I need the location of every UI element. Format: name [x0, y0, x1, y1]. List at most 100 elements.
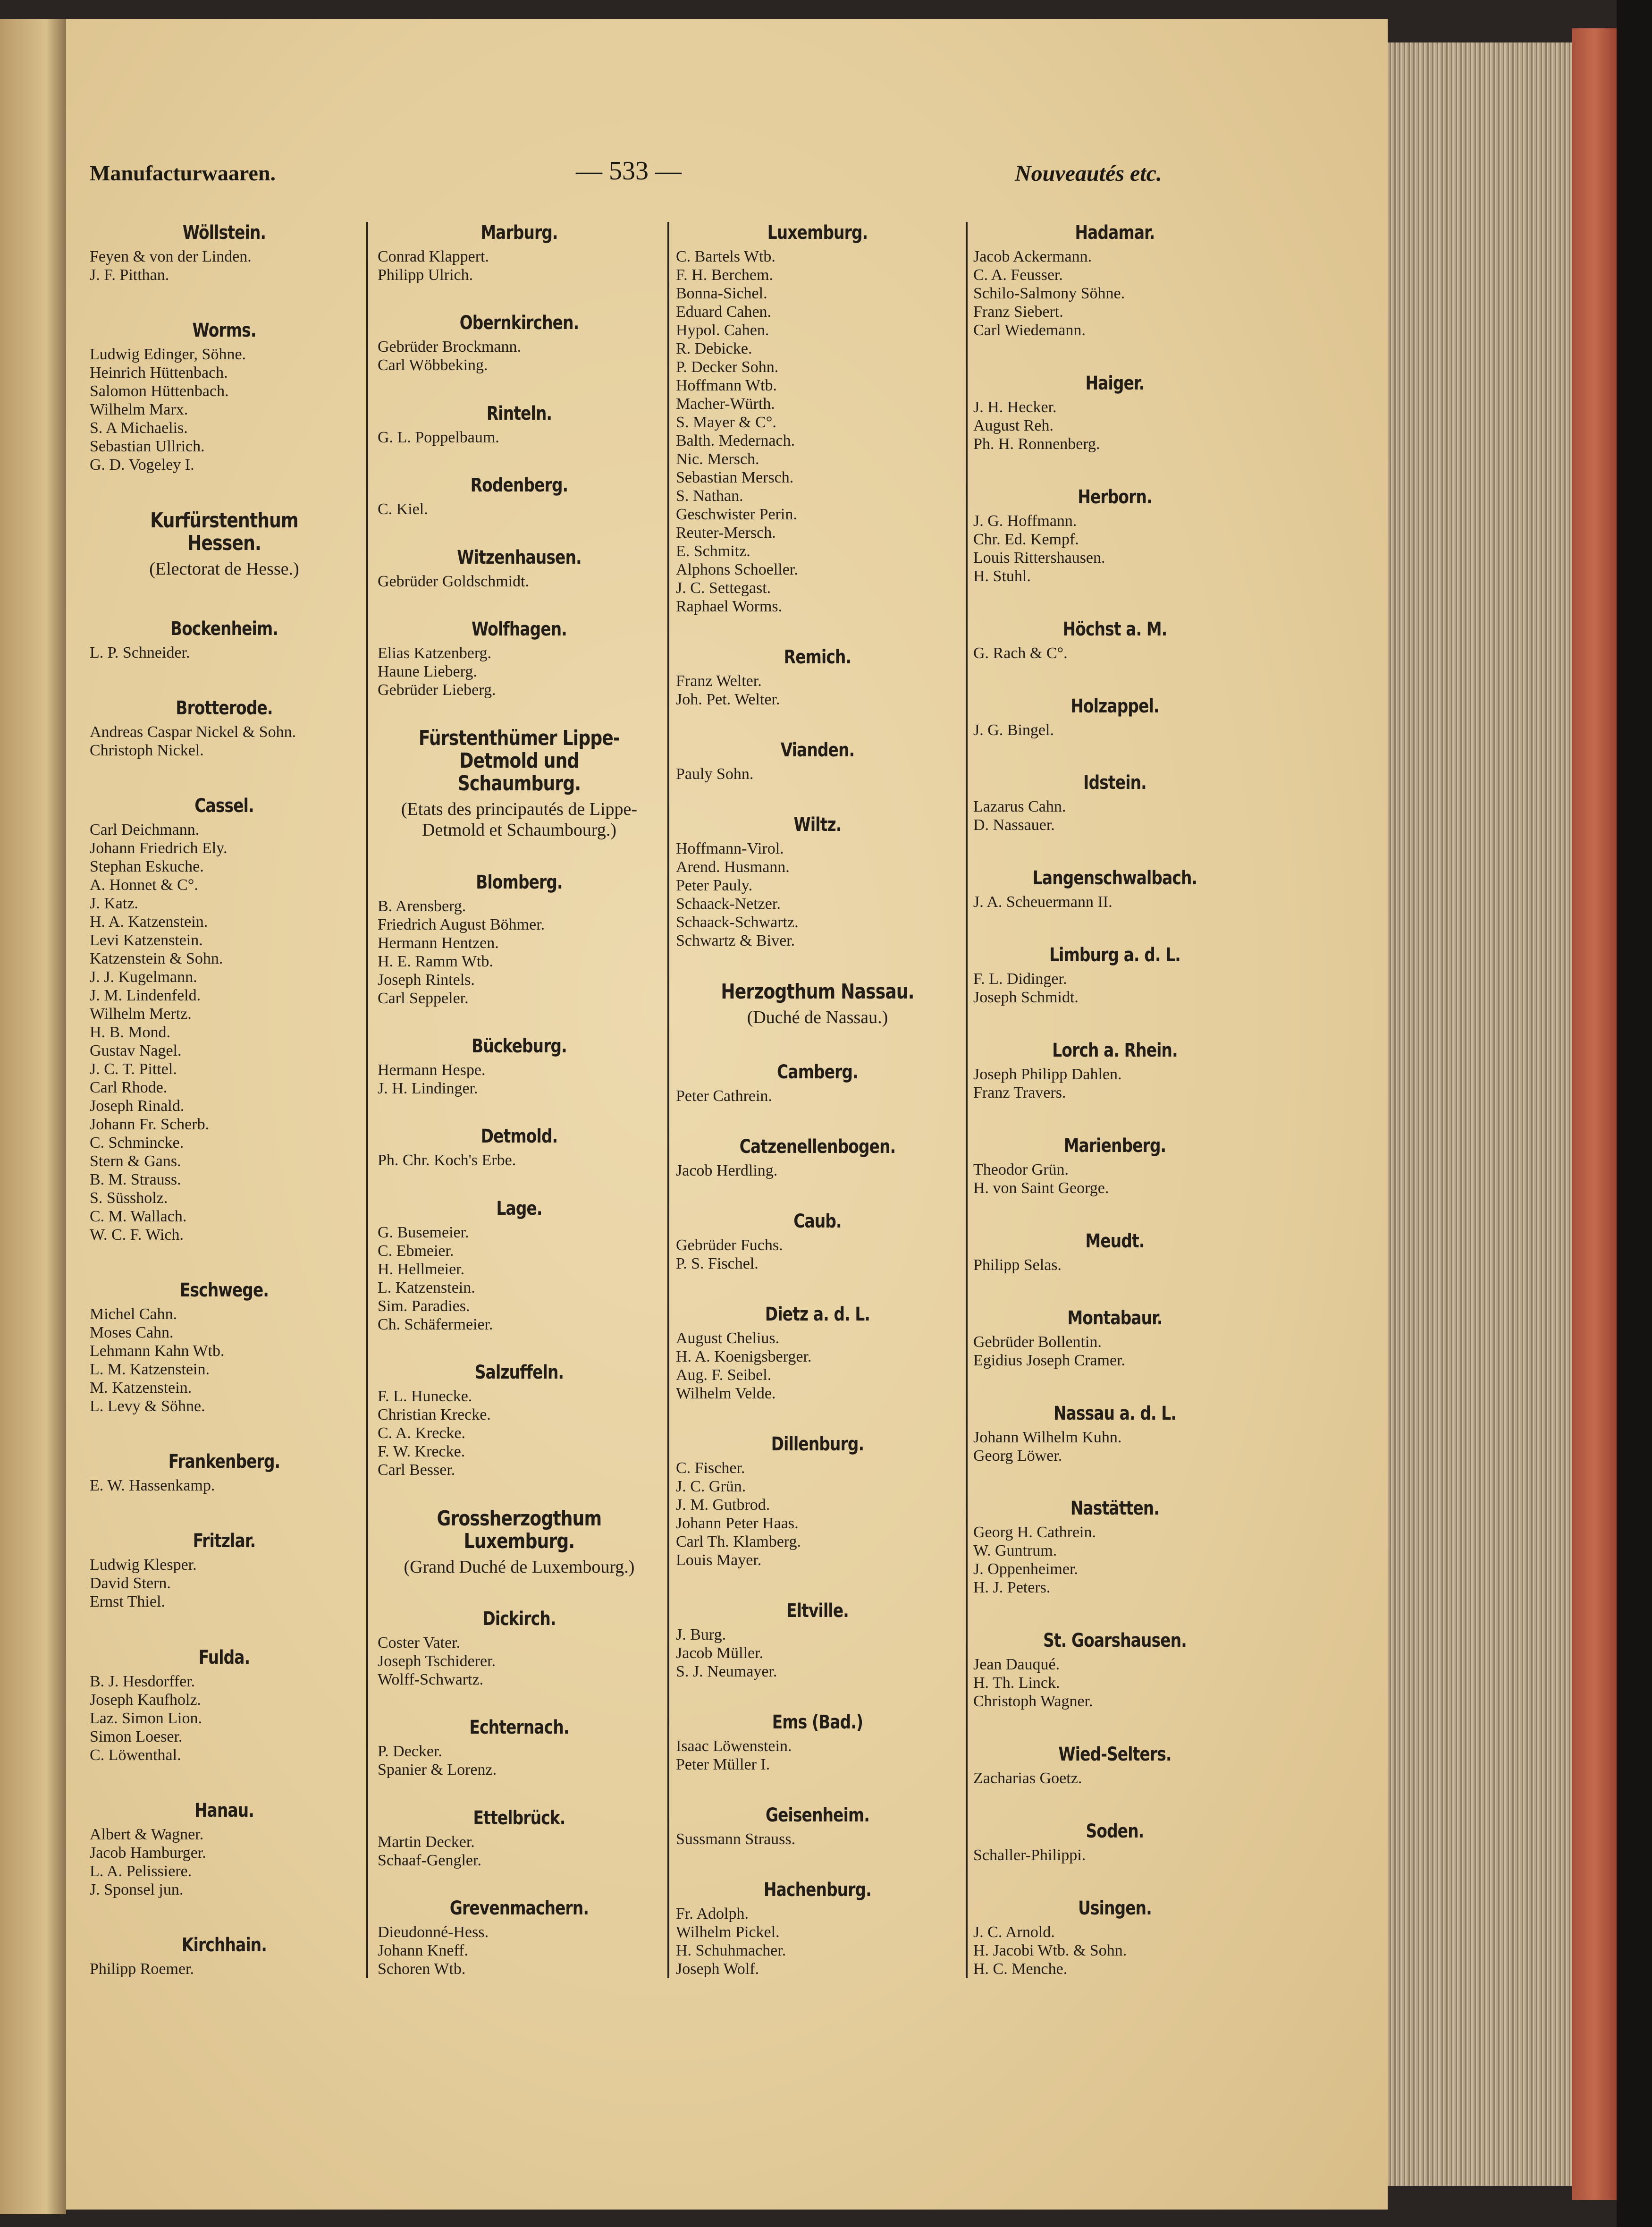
entry: Katzenstein & Sohn.	[90, 949, 223, 967]
section: Dillenburg. C. Fischer. J. C. Grün. J. M. G…	[676, 1433, 959, 1569]
entry: J. G. Bingel.	[973, 721, 1054, 739]
entry: H. C. Menche.	[973, 1960, 1068, 1978]
section: Hadamar. Jacob Ackermann. C. A. Feusser. Sc…	[973, 222, 1256, 339]
section-heading: Nassau a. d. L.	[1054, 1402, 1177, 1424]
page-number: — 533 —	[576, 156, 682, 186]
entry: J. Sponsel jun.	[90, 1880, 184, 1898]
section-heading: Bockenheim.	[170, 618, 278, 640]
section-heading: Lage.	[496, 1197, 542, 1219]
entry: C. Löwenthal.	[90, 1746, 181, 1764]
section-heading: Caub.	[793, 1211, 842, 1232]
entry: Lazarus Cahn.	[973, 798, 1066, 816]
book-cover-edge	[1572, 28, 1617, 2200]
entry: L. Levy & Söhne.	[90, 1397, 205, 1415]
entry: J. A. Scheuermann II.	[973, 893, 1113, 911]
section: Soden. Schaller-Philippi.	[973, 1821, 1256, 1864]
section-heading: Bückeburg.	[472, 1035, 567, 1057]
entry: Schaller-Philippi.	[973, 1846, 1086, 1864]
section-heading: Salzuffeln.	[474, 1362, 564, 1384]
entry: Conrad Klappert.	[378, 248, 489, 265]
entry: Ludwig Edinger, Söhne.	[90, 346, 246, 364]
section-heading: Luxemburg.	[767, 222, 868, 244]
section: Blomberg. B. Arensberg. Friedrich August B…	[378, 872, 661, 1008]
section-heading: Wied-Selters.	[1058, 1744, 1172, 1766]
section-subheading: (Electorat de Hesse.)	[149, 559, 299, 579]
section: Nassau a. d. L. Johann Wilhelm Kuhn. Georg…	[973, 1403, 1256, 1465]
column-rule	[667, 222, 669, 1978]
section-heading: Wöllstein.	[182, 222, 266, 244]
entry: J. G. Hoffmann.	[973, 512, 1077, 530]
entry: B. Arensberg.	[378, 897, 466, 915]
section-heading: Obernkirchen.	[459, 312, 579, 334]
entry: J. Katz.	[90, 894, 138, 912]
section: Usingen. J. C. Arnold. H. Jacobi Wtb. & So…	[973, 1897, 1256, 1978]
entry: Jacob Hamburger.	[90, 1844, 206, 1862]
entry: Peter Cathrein.	[676, 1087, 772, 1105]
entry: Feyen & von der Linden.	[90, 248, 252, 265]
section-heading: Ems (Bad.)	[772, 1711, 863, 1733]
entry: Sebastian Ullrich.	[90, 438, 205, 456]
section-heading: Höchst a. M.	[1062, 618, 1168, 640]
section-heading: Wiltz.	[793, 814, 842, 836]
entry: Sussmann Strauss.	[676, 1830, 796, 1848]
entry: Peter Müller I.	[676, 1756, 770, 1773]
section: Wolfhagen. Elias Katzenberg. Haune Lieberg…	[378, 618, 661, 699]
section-subheading: (Etats des principautés de Lippe-Detmold…	[401, 799, 638, 840]
entry: Wilhelm Marx.	[90, 401, 188, 419]
entry: Ph. Chr. Koch's Erbe.	[378, 1152, 516, 1169]
entry: J. J. Kugelmann.	[90, 968, 197, 986]
section: Salzuffeln. F. L. Hunecke. Christian Kreck…	[378, 1362, 661, 1479]
section-heading: Hanau.	[194, 1799, 254, 1821]
entry: Gebrüder Lieberg.	[378, 681, 496, 699]
entry: A. Honnet & C°.	[90, 876, 198, 894]
entry: Balth. Medernach.	[676, 432, 795, 449]
section-heading: Fürstenthümer Lippe-Detmold und Schaumbu…	[418, 726, 620, 796]
section: Brotterode. Andreas Caspar Nickel & Sohn.…	[90, 697, 359, 760]
binding	[1617, 0, 1652, 2227]
entry: Fr. Adolph.	[676, 1905, 749, 1922]
page-leaf	[66, 19, 1388, 2210]
entry: Christian Krecke.	[378, 1406, 491, 1424]
entry: Johann Wilhelm Kuhn.	[973, 1428, 1122, 1446]
section: Fürstenthümer Lippe-Detmold und Schaumbu…	[378, 727, 661, 843]
section-heading: Worms.	[192, 320, 257, 342]
entry: Pauly Sohn.	[676, 765, 754, 783]
section-subheading: (Duché de Nassau.)	[747, 1008, 888, 1027]
entry: Gebrüder Goldschmidt.	[378, 572, 530, 590]
entry: F. L. Didinger.	[973, 970, 1067, 988]
entry: Eduard Cahen.	[676, 303, 772, 321]
entry: J. F. Pitthan.	[90, 266, 169, 284]
entry: Ph. H. Ronnenberg.	[973, 435, 1100, 453]
entry: Macher-Würth.	[676, 395, 775, 413]
entry: F. L. Hunecke.	[378, 1388, 472, 1406]
section-subheading: (Grand Duché de Luxembourg.)	[404, 1557, 635, 1577]
section: Herborn. J. G. Hoffmann. Chr. Ed. Kempf. Lo…	[973, 486, 1256, 585]
entry: H. Jacobi Wtb. & Sohn.	[973, 1941, 1127, 1959]
section-heading: Meudt.	[1085, 1230, 1145, 1252]
entry: Gustav Nagel.	[90, 1042, 182, 1059]
section: Catzenellenbogen. Jacob Herdling.	[676, 1136, 959, 1180]
running-head-left: Manufacturwaaren.	[90, 161, 276, 185]
entry: Heinrich Hüttenbach.	[90, 364, 228, 382]
section: Eltville. J. Burg. Jacob Müller. S. J. Neum…	[676, 1600, 959, 1681]
entry: Philipp Selas.	[973, 1256, 1062, 1274]
entry: Sim. Paradies.	[378, 1297, 470, 1315]
entry: Nic. Mersch.	[676, 450, 759, 468]
entry: Schilo-Salmony Söhne.	[973, 285, 1125, 302]
entry: Jean Dauqué.	[973, 1656, 1060, 1674]
entry: W. Guntrum.	[973, 1542, 1057, 1560]
entry: Friedrich August Böhmer.	[378, 915, 545, 933]
section-heading: Rinteln.	[486, 402, 552, 424]
entry: Carl Th. Klamberg.	[676, 1533, 801, 1550]
entry: H. A. Katzenstein.	[90, 913, 208, 931]
entry: C. A. Feusser.	[973, 266, 1063, 284]
entry: P. Decker.	[378, 1743, 442, 1761]
entry: Zacharias Goetz.	[973, 1770, 1082, 1787]
entry: Ch. Schäfermeier.	[378, 1315, 493, 1333]
section: Ems (Bad.) Isaac Löwenstein. Peter Müller …	[676, 1711, 959, 1774]
entry: H. Schuhmacher.	[676, 1942, 786, 1959]
entry: Gebrüder Brockmann.	[378, 338, 522, 356]
entry: Carl Rhode.	[90, 1078, 168, 1096]
section: Wied-Selters. Zacharias Goetz.	[973, 1744, 1256, 1787]
entry: M. Katzenstein.	[90, 1379, 192, 1397]
